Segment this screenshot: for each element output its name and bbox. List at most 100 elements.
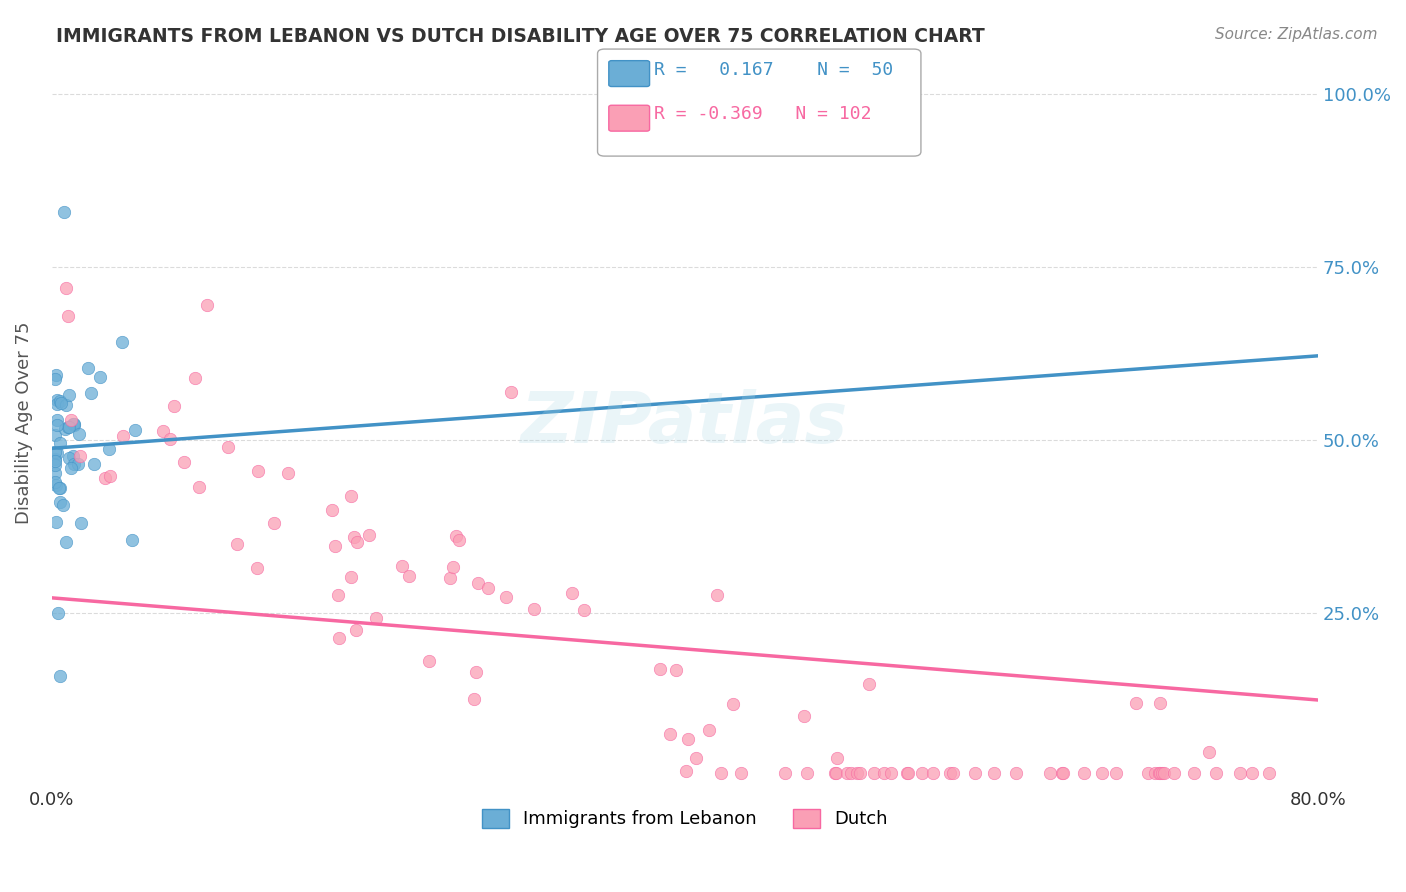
Point	[922, 765, 945, 780]
Point	[62, 417, 84, 431]
Point	[699, 723, 721, 737]
Point	[1039, 765, 1062, 780]
Point	[62, 417, 84, 432]
Point	[825, 751, 848, 765]
Point	[1163, 765, 1185, 780]
Point	[226, 537, 249, 551]
Point	[58, 309, 80, 323]
Point	[837, 765, 859, 780]
Point	[46, 446, 69, 460]
Point	[773, 765, 796, 780]
Point	[675, 764, 697, 778]
Point	[46, 412, 69, 426]
Point	[97, 442, 120, 457]
Point	[49, 396, 72, 410]
Point	[49, 494, 72, 508]
Point	[45, 397, 67, 411]
Point	[523, 601, 546, 615]
Point	[572, 603, 595, 617]
Point	[183, 371, 205, 385]
Point	[896, 765, 918, 780]
Point	[63, 417, 86, 431]
Point	[53, 422, 76, 436]
Point	[1136, 765, 1159, 780]
Point	[1257, 765, 1279, 780]
Point	[1149, 697, 1171, 711]
Point	[63, 457, 86, 471]
Point	[111, 334, 134, 349]
Point	[706, 588, 728, 602]
Point	[45, 368, 67, 383]
Point	[246, 560, 269, 574]
Point	[323, 539, 346, 553]
Point	[463, 691, 485, 706]
Point	[848, 765, 870, 780]
Point	[159, 432, 181, 446]
Point	[346, 534, 368, 549]
Point	[1147, 765, 1170, 780]
Point	[58, 388, 80, 402]
Point	[477, 582, 499, 596]
Point	[1240, 765, 1263, 780]
Point	[658, 727, 681, 741]
Point	[418, 654, 440, 668]
Point	[796, 765, 818, 780]
Point	[52, 498, 75, 512]
Point	[44, 475, 66, 489]
Text: Source: ZipAtlas.com: Source: ZipAtlas.com	[1215, 27, 1378, 42]
Point	[44, 466, 66, 480]
Point	[48, 481, 70, 495]
Point	[55, 281, 77, 295]
Point	[44, 372, 66, 386]
Text: R = -0.369   N = 102: R = -0.369 N = 102	[654, 105, 872, 123]
Point	[321, 503, 343, 517]
Point	[561, 586, 583, 600]
Point	[1125, 697, 1147, 711]
Point	[55, 534, 77, 549]
Point	[793, 708, 815, 723]
Point	[94, 470, 117, 484]
Point	[880, 765, 903, 780]
Point	[44, 452, 66, 467]
Point	[49, 482, 72, 496]
Point	[1104, 765, 1126, 780]
Point	[1150, 765, 1173, 780]
Point	[44, 427, 66, 442]
Point	[163, 400, 186, 414]
Point	[56, 419, 79, 434]
Point	[124, 423, 146, 437]
Point	[862, 765, 884, 780]
Text: ZIPatlas: ZIPatlas	[522, 389, 849, 458]
Point	[495, 591, 517, 605]
Point	[98, 468, 121, 483]
Point	[59, 461, 82, 475]
Y-axis label: Disability Age Over 75: Disability Age Over 75	[15, 322, 32, 524]
Point	[1205, 765, 1227, 780]
Point	[49, 393, 72, 408]
Point	[49, 436, 72, 450]
Point	[710, 765, 733, 780]
Point	[326, 588, 349, 602]
Point	[447, 533, 470, 547]
Point	[942, 765, 965, 780]
Point	[441, 560, 464, 574]
Point	[44, 445, 66, 459]
Point	[721, 698, 744, 712]
Point	[55, 399, 77, 413]
Point	[1073, 765, 1095, 780]
Point	[263, 516, 285, 531]
Point	[824, 765, 846, 780]
Point	[173, 455, 195, 469]
Point	[45, 515, 67, 529]
Point	[83, 457, 105, 471]
Point	[195, 298, 218, 312]
Point	[58, 420, 80, 434]
Point	[340, 489, 363, 503]
Point	[44, 454, 66, 468]
Point	[665, 664, 688, 678]
Point	[1143, 765, 1166, 780]
Point	[439, 571, 461, 585]
Point	[77, 361, 100, 376]
Point	[464, 665, 486, 680]
Point	[58, 451, 80, 466]
